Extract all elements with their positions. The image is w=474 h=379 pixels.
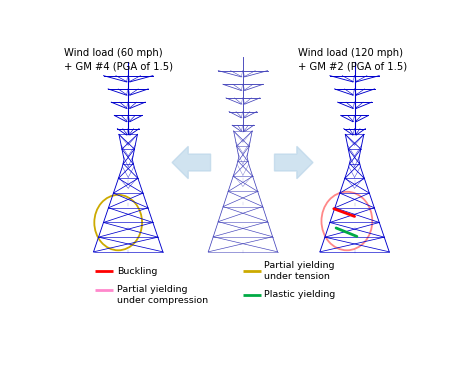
Text: Plastic yielding: Plastic yielding bbox=[264, 290, 336, 299]
Text: Buckling: Buckling bbox=[117, 266, 157, 276]
Polygon shape bbox=[172, 146, 210, 179]
Text: Wind load (120 mph)
+ GM #2 (PGA of 1.5): Wind load (120 mph) + GM #2 (PGA of 1.5) bbox=[298, 48, 407, 71]
Text: Wind load (60 mph)
+ GM #4 (PGA of 1.5): Wind load (60 mph) + GM #4 (PGA of 1.5) bbox=[64, 48, 173, 71]
Polygon shape bbox=[274, 146, 313, 179]
Text: Partial yielding
under tension: Partial yielding under tension bbox=[264, 261, 335, 281]
Text: Partial yielding
under compression: Partial yielding under compression bbox=[117, 285, 208, 305]
